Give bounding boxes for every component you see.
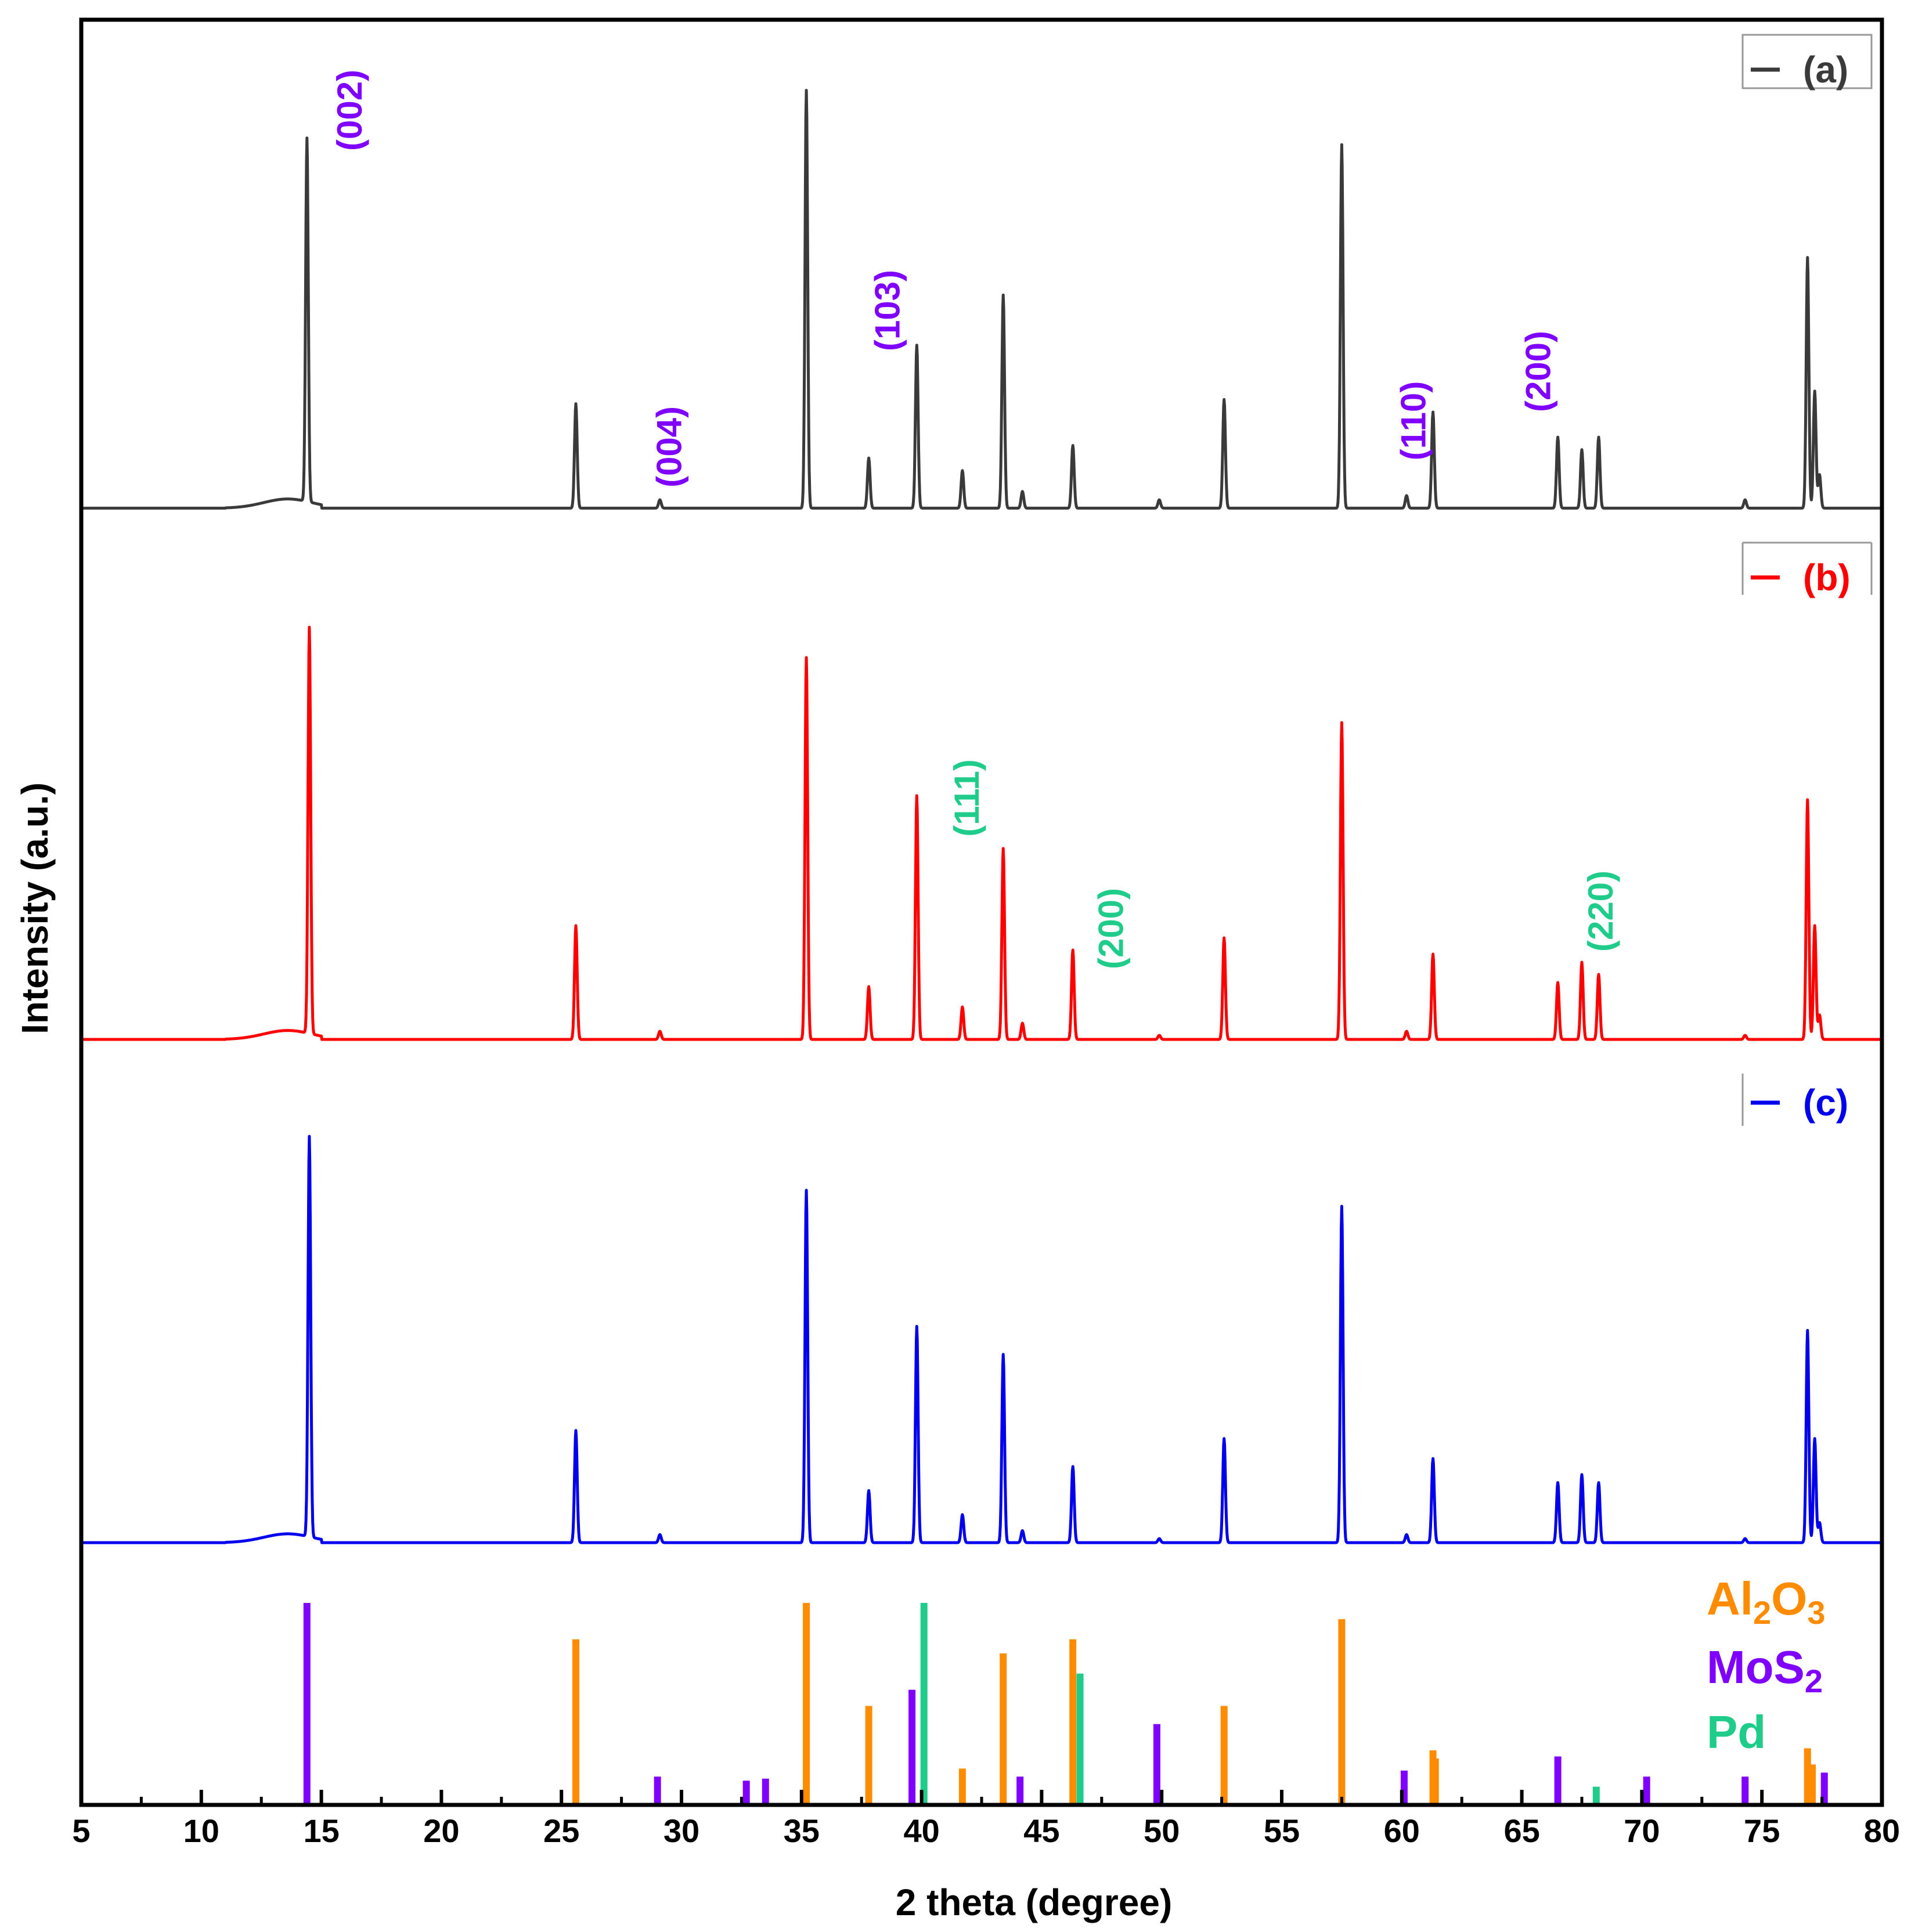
y-axis-title: Intensity (a.u.) [14,782,56,1034]
reference-patterns-group: Al2O3 MoS2 Pd [303,1573,1828,1805]
x-axis-title: 2 theta (degree) [896,1882,1173,1923]
legend-label: (c) [1803,1082,1848,1124]
x-tick-label: 70 [1624,1812,1660,1849]
x-tick-label: 30 [663,1812,699,1849]
hkl-label: (110) [1394,381,1433,461]
reference-label: Pd [1707,1706,1766,1758]
x-tick-label: 55 [1264,1812,1300,1849]
x-tick-label: 60 [1384,1812,1420,1849]
x-tick-label: 80 [1864,1812,1900,1849]
axes-group: 5 10 15 20 25 30 35 40 45 50 55 60 65 70 75 80 [72,17,1900,1849]
x-tick-label: 75 [1744,1812,1780,1849]
legend-label: (b) [1803,557,1851,598]
series-c-group [80,1135,1883,1544]
x-tick-label: 50 [1144,1812,1180,1849]
hkl-labels-group: (002) (004) (103) (110) (200) (111) (200) (220) [330,70,1620,969]
hkl-label: (004) [650,406,688,487]
x-tick-label: 10 [183,1812,219,1849]
hkl-label: (111) [947,759,986,836]
series-line-0 [80,89,1883,510]
legend-2: (c) [1741,1074,1848,1126]
x-tick-label: 5 [72,1812,90,1849]
reference-label: MoS2 [1707,1641,1823,1699]
legend-0: (a) [1741,34,1873,91]
reference-Pd: Pd [920,1603,1766,1805]
series-a-group [80,89,1883,510]
x-tick-label: 25 [543,1812,579,1849]
hkl-label: (002) [330,70,369,151]
x-tick-label: 20 [423,1812,459,1849]
reference-MoS2: MoS2 [303,1603,1828,1805]
reference-label: Al2O3 [1707,1573,1826,1631]
hkl-label: (200) [1091,888,1130,969]
hkl-label: (200) [1519,331,1558,412]
x-tick-label: 40 [903,1812,939,1849]
hkl-label: (103) [868,270,907,351]
series-b-group [80,626,1883,1041]
legend-label: (a) [1803,49,1848,91]
reference-Al2O3: Al2O3 [572,1573,1826,1805]
x-tick-label: 35 [784,1812,820,1849]
x-tick-label: 15 [303,1812,339,1849]
series-line-2 [80,1135,1883,1544]
x-tick-label: 45 [1023,1812,1059,1849]
legend-box [1741,34,1873,89]
x-tick-label: 65 [1503,1812,1539,1849]
series-line-1 [80,626,1883,1041]
legend-1: (b) [1741,541,1873,598]
hkl-label: (220) [1581,871,1620,952]
legends-group: (a) (b) (c) [1741,34,1873,1126]
